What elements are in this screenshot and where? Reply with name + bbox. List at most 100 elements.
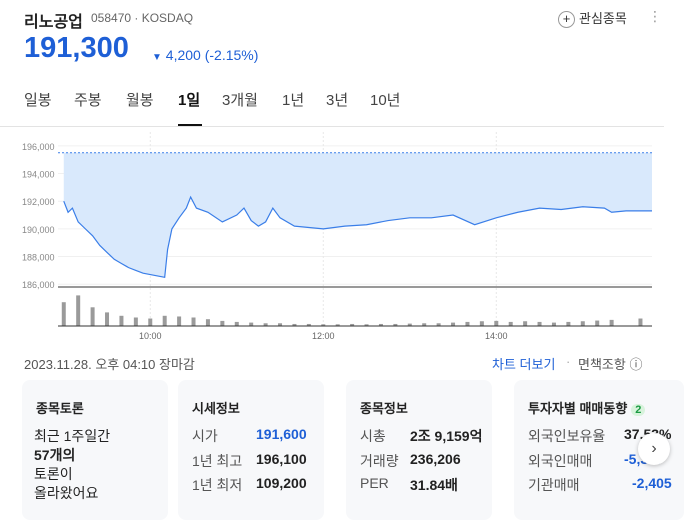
x-tick-label: 10:00 (139, 331, 162, 341)
volume-bar (580, 321, 585, 326)
card-title: 종목정보 (360, 401, 408, 416)
next-button[interactable]: › (638, 433, 670, 465)
volume-bar (335, 324, 340, 326)
volume-bar (350, 323, 355, 326)
tab[interactable]: 일봉 (24, 92, 52, 109)
menu-button[interactable]: ⋮ (648, 8, 662, 24)
row-value: 236,206 (410, 451, 461, 467)
volume-bar (61, 302, 66, 326)
volume-bar (76, 295, 81, 326)
row-label: 외국인매매 (528, 453, 593, 469)
card-info[interactable]: 종목정보 시총 2조 9,159억 거래량 236,206 PER 31.84배 (346, 380, 492, 520)
volume-bar (364, 324, 369, 326)
disclaimer-label: 면책조항 (578, 357, 626, 372)
volume-bar (551, 322, 556, 326)
stock-name: 리노공업 (24, 14, 83, 31)
volume-bar (451, 322, 456, 326)
market: KOSDAQ (141, 11, 194, 25)
separator: · (566, 354, 571, 369)
tab[interactable]: 10년 (370, 92, 401, 109)
volume-bar (566, 321, 571, 326)
volume-bar (436, 323, 441, 326)
y-tick-label: 196,000 (22, 142, 55, 152)
volume-bar (595, 320, 600, 326)
y-tick-label: 192,000 (22, 197, 55, 207)
volume-bar (90, 307, 95, 326)
row-label: 1년 최고 (192, 453, 243, 469)
tab[interactable]: 주봉 (74, 92, 102, 109)
y-tick-label: 194,000 (22, 170, 55, 180)
stock-code: 058470 · KOSDAQ (91, 11, 194, 25)
volume-bar (393, 323, 398, 326)
tab[interactable]: 3개월 (222, 92, 258, 109)
volume-bar (234, 321, 239, 326)
row-value: 191,600 (256, 426, 307, 442)
volume-bar (422, 323, 427, 326)
volume-bar (465, 321, 470, 326)
y-tick-label: 188,000 (22, 253, 55, 263)
volume-bar (278, 323, 283, 326)
watch-button[interactable]: + 관심종목 (558, 8, 627, 28)
timestamp: 2023.11.28. 오후 04:10 장마감 (24, 357, 195, 372)
row-label: 기관매매 (528, 477, 580, 493)
row-label: PER (360, 475, 389, 491)
row-label: 시가 (192, 428, 218, 444)
card-line: 올라왔어요 (34, 485, 99, 501)
volume-bar (494, 320, 499, 326)
tab[interactable]: 월봉 (126, 92, 154, 109)
disclaimer[interactable]: 면책조항 ⓘ (578, 357, 643, 372)
volume-bar (523, 321, 528, 326)
price: 191,300 (24, 32, 129, 64)
tab[interactable]: 1일 (178, 92, 201, 109)
code: 058470 (91, 11, 132, 25)
change: 4,200 (165, 47, 201, 63)
plus-icon: + (558, 11, 575, 28)
down-icon: ▼ (152, 52, 162, 63)
volume-bar (292, 323, 297, 326)
volume-bar (191, 317, 196, 326)
volume-bar (177, 316, 182, 326)
price-change: ▼ 4,200 (-2.15%) (152, 47, 258, 63)
row-value: 31.84배 (410, 477, 458, 493)
tab[interactable]: 1년 (282, 92, 305, 109)
volume-bar (162, 315, 167, 326)
title: 투자자별 매매동향 (528, 401, 628, 416)
volume-bar (133, 317, 138, 326)
volume-bar (479, 321, 484, 326)
volume-bar (306, 323, 311, 326)
volume-bar (148, 318, 153, 326)
badge: 2 (631, 404, 646, 416)
x-tick-label: 12:00 (312, 331, 335, 341)
volume-bar (119, 315, 124, 326)
row-value: 109,200 (256, 475, 307, 491)
volume-bar (638, 318, 643, 326)
page: 리노공업 058470 · KOSDAQ + 관심종목 ⋮ 191,300 ▼ 4… (0, 8, 672, 501)
row-label: 거래량 (360, 453, 399, 469)
card-discussion[interactable]: 종목토론 최근 1주일간 57개의 토론이 올라왔어요 (22, 380, 168, 520)
card-line: 최근 1주일간 (34, 428, 111, 444)
divider (0, 126, 664, 127)
row-label: 외국인보유율 (528, 428, 606, 444)
volume-bar (609, 319, 614, 326)
card-title: 투자자별 매매동향 2 (528, 398, 646, 417)
tab-underline (178, 124, 202, 126)
more-chart[interactable]: 차트 더보기 (492, 357, 556, 372)
x-tick-label: 14:00 (485, 331, 508, 341)
y-tick-label: 186,000 (22, 280, 55, 290)
tab[interactable]: 3년 (326, 92, 349, 109)
card-line: 57개의 (34, 447, 76, 463)
row-label: 1년 최저 (192, 477, 243, 493)
card-title: 시세정보 (192, 401, 240, 416)
volume-bar (537, 321, 542, 326)
volume-bar (220, 320, 225, 326)
change-pct: (-2.15%) (204, 47, 259, 63)
volume-bar (321, 324, 326, 326)
card-quote[interactable]: 시세정보 시가 191,600 1년 최고 196,100 1년 최저 109,… (178, 380, 324, 520)
row-value: 2조 9,159억 (410, 428, 483, 444)
volume-bar (105, 312, 110, 326)
row-value: -2,405 (632, 475, 672, 491)
chart: 186,000 188,000 190,000 192,000 194,000 196,0… (22, 132, 653, 341)
volume-bar (205, 319, 210, 326)
card-title: 종목토론 (36, 401, 84, 416)
row-label: 시총 (360, 428, 386, 444)
